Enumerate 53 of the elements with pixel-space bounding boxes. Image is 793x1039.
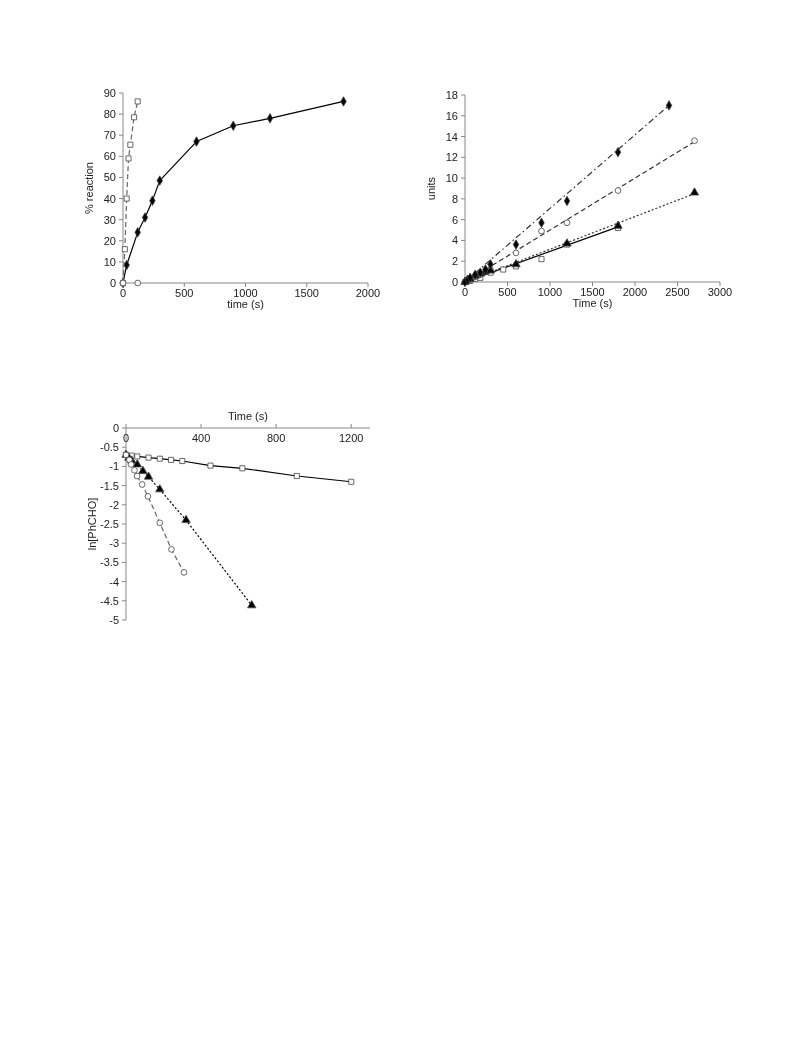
y-tick-label: 6: [451, 213, 458, 226]
y-tick-label: -3.5: [100, 556, 119, 569]
y-tick-label: 14: [445, 130, 458, 143]
y-tick-label: 0: [109, 277, 116, 289]
y-axis-title: ln[PhCHO]: [86, 497, 98, 551]
y-tick-label: 60: [103, 150, 116, 163]
y-tick-label: -5: [109, 614, 119, 626]
x-tick-label: 0: [461, 286, 469, 298]
x-tick-label: 1500: [294, 287, 319, 299]
y-tick-label: 2: [451, 255, 458, 268]
y-tick-label: 30: [103, 213, 116, 226]
x-tick-label: 1500: [580, 286, 605, 298]
x-tick-label: 3000: [707, 286, 733, 298]
y-tick-label: -2.5: [100, 518, 119, 530]
y-tick-label: 18: [445, 89, 458, 101]
x-tick-label: 2000: [355, 287, 381, 299]
x-tick-label: 1200: [338, 432, 364, 444]
x-tick-label: 400: [191, 432, 211, 444]
y-tick-label: -3: [109, 537, 119, 550]
x-tick-label: 800: [266, 432, 286, 444]
y-tick-label: 16: [445, 109, 458, 122]
y-axis-title: units: [425, 176, 437, 201]
y-tick-label: -1.5: [100, 479, 119, 492]
x-axis-title: Time (s): [228, 410, 268, 422]
y-tick-label: 10: [103, 255, 116, 268]
y-tick-label: -1: [109, 460, 119, 473]
y-tick-label: 10: [445, 172, 458, 185]
y-tick-label: -4.5: [100, 594, 119, 607]
y-tick-label: 0: [112, 422, 119, 434]
x-axis-title: time (s): [227, 298, 264, 310]
y-tick-label: -4: [109, 575, 119, 588]
y-tick-label: 90: [103, 87, 116, 99]
x-tick-label: 2000: [622, 286, 648, 298]
x-tick-label: 500: [498, 286, 517, 298]
x-axis-title: Time (s): [572, 297, 613, 309]
y-tick-label: -0.5: [100, 441, 119, 454]
x-tick-label: 1000: [233, 287, 258, 299]
x-tick-label: 500: [175, 287, 194, 299]
y-tick-label: 0: [451, 276, 458, 288]
x-tick-label: 0: [119, 287, 127, 299]
y-tick-label: 40: [103, 192, 116, 205]
x-tick-label: 2500: [665, 286, 690, 298]
y-tick-label: 4: [451, 234, 458, 247]
x-tick-label: 0: [122, 432, 130, 444]
y-tick-label: 80: [103, 108, 116, 121]
y-tick-label: 20: [103, 234, 116, 247]
y-tick-label: 8: [451, 192, 458, 205]
y-tick-label: 70: [103, 129, 116, 142]
y-tick-label: -2: [109, 498, 119, 511]
y-axis-title: % reaction: [83, 162, 95, 214]
y-tick-label: 12: [445, 151, 458, 164]
x-tick-label: 1000: [537, 286, 563, 298]
y-tick-label: 50: [103, 171, 116, 184]
